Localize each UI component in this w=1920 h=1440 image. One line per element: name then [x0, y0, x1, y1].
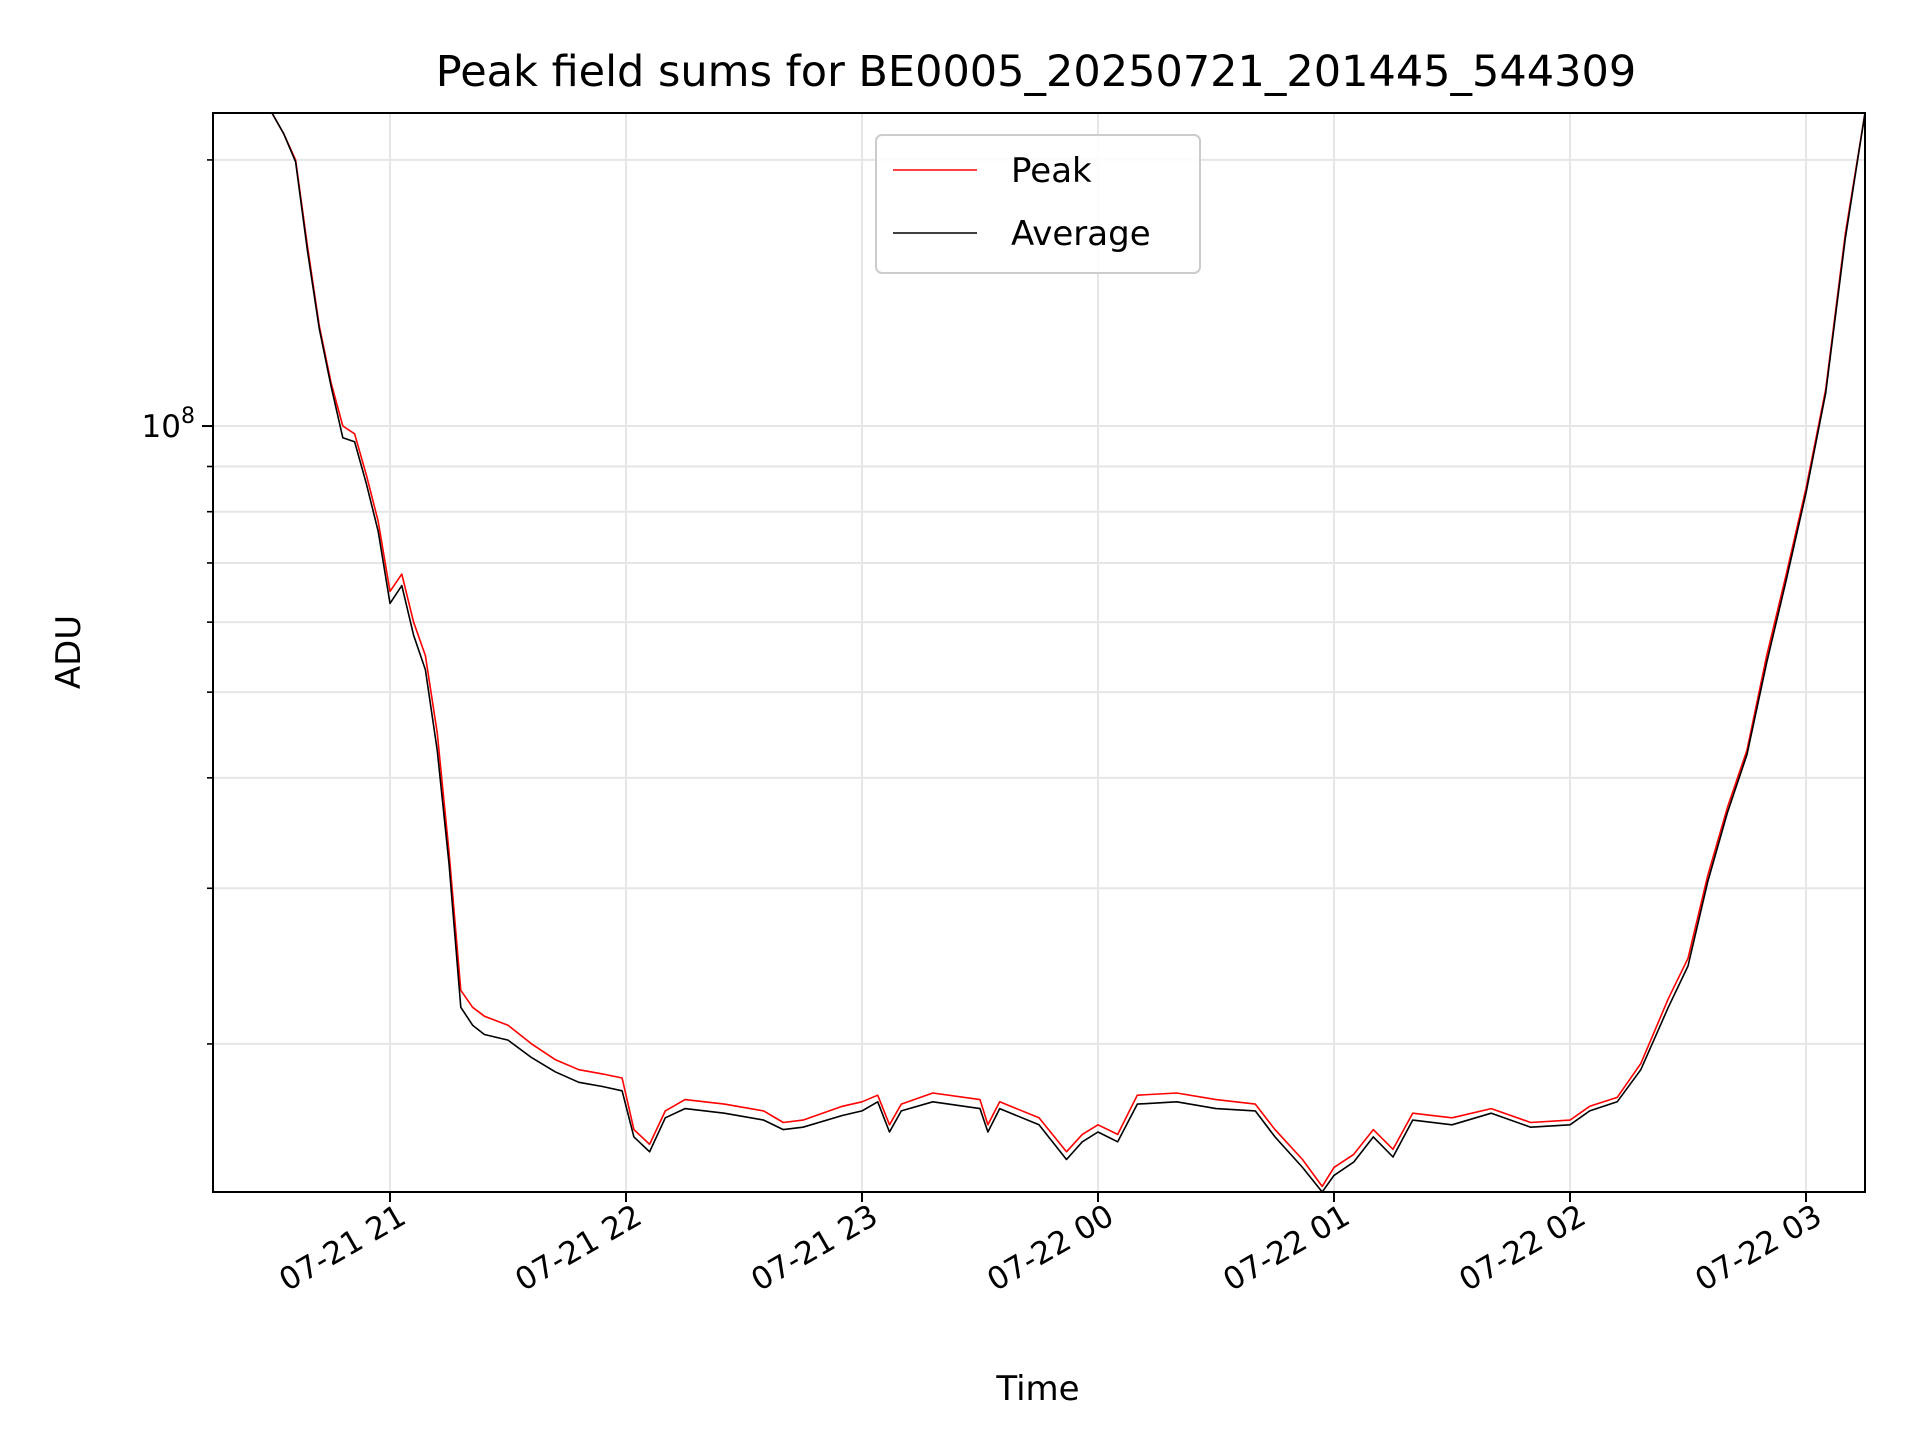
series-line-peak	[271, 113, 1865, 1188]
x-tick-label: 07-22 00	[981, 1198, 1120, 1299]
plot-frame	[212, 112, 1866, 1193]
grid-lines	[213, 113, 1865, 1192]
y-tick-label-base: 10	[142, 409, 181, 445]
legend-label-average: Average	[1011, 214, 1151, 254]
x-axis-label: Time	[995, 1369, 1079, 1409]
x-tick-label: 07-21 23	[745, 1198, 884, 1299]
series-layer	[271, 113, 1865, 1192]
y-tick-label: 108	[142, 404, 195, 445]
series-line-average	[271, 113, 1865, 1192]
x-tick-label: 07-22 03	[1689, 1198, 1828, 1299]
y-axis-label: ADU	[49, 615, 89, 689]
x-tick-label: 07-21 22	[509, 1198, 648, 1299]
y-axis: 108	[142, 159, 213, 1045]
x-tick-label: 07-22 01	[1217, 1198, 1356, 1299]
x-tick-label: 07-22 02	[1453, 1198, 1592, 1299]
x-axis: 07-21 21 07-21 22 07-21 23 07-22 00 07-22 01…	[273, 1192, 1828, 1299]
chart-title: Peak field sums for BE0005_20250721_2014…	[436, 47, 1636, 97]
legend-label-peak: Peak	[1011, 151, 1092, 191]
legend: Peak Average	[875, 134, 1201, 274]
y-tick-label-exponent: 8	[181, 404, 195, 429]
x-tick-label: 07-21 21	[273, 1198, 412, 1299]
